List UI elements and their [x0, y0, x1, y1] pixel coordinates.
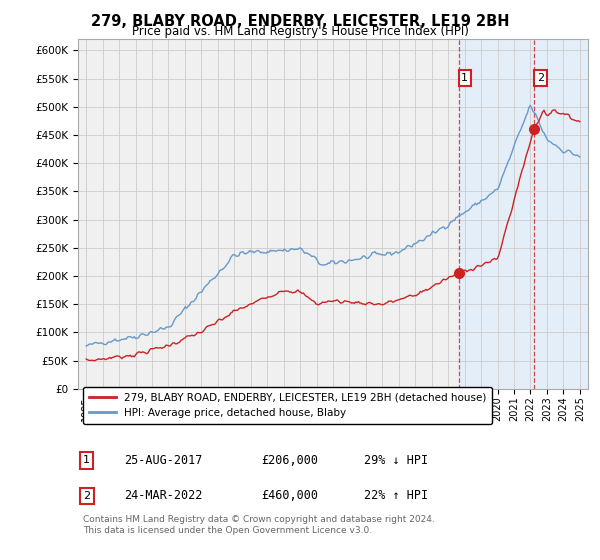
Bar [459, 39, 588, 389]
Text: 1: 1 [461, 73, 469, 83]
Text: 1: 1 [83, 455, 90, 465]
Text: Contains HM Land Registry data © Crown copyright and database right 2024.
This d: Contains HM Land Registry data © Crown c… [83, 515, 435, 535]
Text: £460,000: £460,000 [262, 489, 319, 502]
Text: 29% ↓ HPI: 29% ↓ HPI [364, 454, 428, 466]
Text: £206,000: £206,000 [262, 454, 319, 466]
Text: 2: 2 [83, 491, 90, 501]
Text: 279, BLABY ROAD, ENDERBY, LEICESTER, LE19 2BH: 279, BLABY ROAD, ENDERBY, LEICESTER, LE1… [91, 14, 509, 29]
Text: 22% ↑ HPI: 22% ↑ HPI [364, 489, 428, 502]
Text: 25-AUG-2017: 25-AUG-2017 [124, 454, 202, 466]
Legend: 279, BLABY ROAD, ENDERBY, LEICESTER, LE19 2BH (detached house), HPI: Average pri: 279, BLABY ROAD, ENDERBY, LEICESTER, LE1… [83, 386, 493, 424]
Text: Price paid vs. HM Land Registry's House Price Index (HPI): Price paid vs. HM Land Registry's House … [131, 25, 469, 38]
Text: 2: 2 [536, 73, 544, 83]
Text: 24-MAR-2022: 24-MAR-2022 [124, 489, 202, 502]
